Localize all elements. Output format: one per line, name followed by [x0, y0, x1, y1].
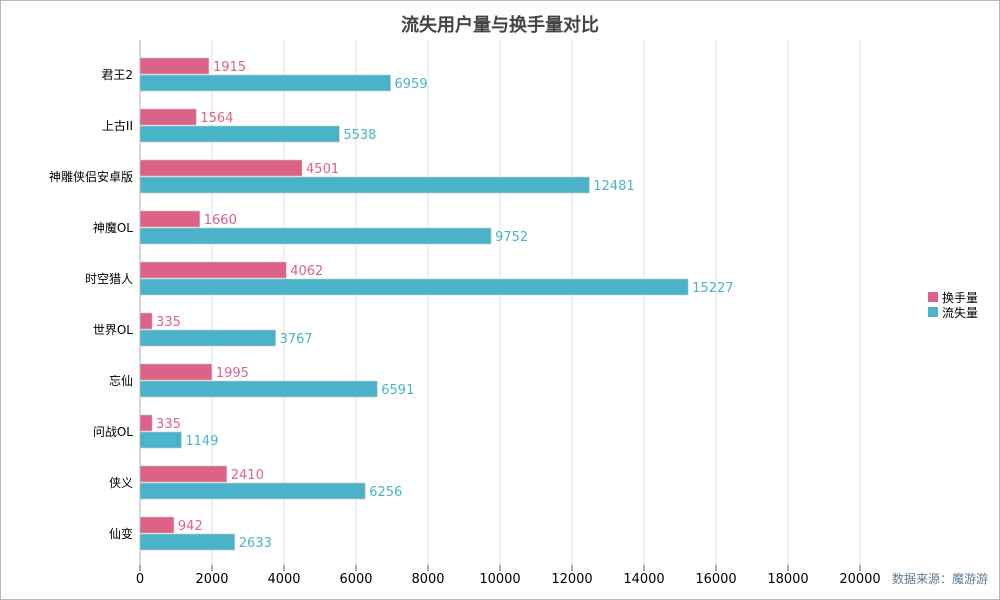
- bar-churn[interactable]: [139, 380, 378, 398]
- category-label: 问战OL: [93, 425, 133, 439]
- bar-churn[interactable]: [139, 533, 236, 551]
- category-label: 上古II: [102, 118, 133, 133]
- data-label: 1995: [216, 366, 249, 381]
- bar-turnover[interactable]: [139, 516, 175, 534]
- data-label: 942: [178, 519, 203, 534]
- bar-churn[interactable]: [139, 176, 590, 194]
- data-label: 1564: [200, 111, 233, 126]
- data-label: 6591: [381, 383, 414, 398]
- chart-title: 流失用户量与换手量对比: [401, 14, 599, 36]
- data-label: 12481: [593, 179, 634, 194]
- category-label: 忘仙: [109, 373, 133, 388]
- data-label: 6256: [369, 485, 402, 500]
- category-label: 侠义: [109, 476, 133, 490]
- x-tick-label: 6000: [339, 572, 372, 587]
- x-tick-label: 18000: [767, 572, 808, 587]
- data-label: 15227: [692, 281, 733, 296]
- legend-item[interactable]: 流失量: [942, 305, 978, 320]
- data-label: 335: [156, 417, 181, 432]
- x-tick-label: 0: [136, 572, 144, 587]
- category-label: 神魔OL: [93, 220, 133, 235]
- data-label: 9752: [495, 230, 528, 245]
- x-tick-label: 8000: [411, 572, 444, 587]
- bar-churn[interactable]: [139, 125, 340, 143]
- x-tick-label: 20000: [839, 572, 880, 587]
- x-tick-label: 10000: [479, 572, 520, 587]
- data-label: 4062: [290, 264, 323, 279]
- category-label: 时空猎人: [85, 272, 133, 286]
- legend-item[interactable]: 换手量: [942, 291, 978, 305]
- legend-swatch: [928, 307, 938, 317]
- data-label: 1149: [185, 434, 218, 449]
- bar-churn[interactable]: [139, 329, 276, 347]
- bar-churn[interactable]: [139, 278, 689, 296]
- bar-turnover[interactable]: [139, 159, 303, 177]
- data-label: 2410: [231, 468, 264, 483]
- bar-turnover[interactable]: [139, 465, 228, 483]
- x-tick-label: 14000: [623, 572, 664, 587]
- data-label: 1660: [204, 213, 237, 228]
- bar-turnover[interactable]: [139, 261, 287, 279]
- bar-turnover[interactable]: [139, 57, 210, 75]
- category-label: 君王2: [101, 68, 133, 82]
- bar-churn[interactable]: [139, 431, 182, 449]
- bar-churn[interactable]: [139, 227, 492, 245]
- data-label: 2633: [239, 536, 272, 551]
- bar-turnover[interactable]: [139, 312, 153, 330]
- bar-turnover[interactable]: [139, 210, 201, 228]
- category-label: 世界OL: [93, 323, 133, 337]
- bar-churn[interactable]: [139, 482, 366, 500]
- data-label: 4501: [306, 162, 339, 177]
- data-label: 5538: [343, 128, 376, 143]
- data-label: 6959: [395, 77, 428, 92]
- data-label: 335: [156, 315, 181, 330]
- legend-swatch: [928, 292, 938, 302]
- bar-churn[interactable]: [139, 74, 391, 92]
- category-label: 仙变: [109, 526, 133, 541]
- bar-turnover[interactable]: [139, 363, 213, 381]
- data-source: 数据来源：魔游游: [892, 571, 988, 586]
- x-tick-label: 12000: [551, 572, 592, 587]
- data-label: 3767: [280, 332, 313, 347]
- x-tick-label: 4000: [267, 572, 300, 587]
- x-tick-label: 16000: [695, 572, 736, 587]
- bar-turnover[interactable]: [139, 414, 153, 432]
- category-label: 神雕侠侣安卓版: [49, 169, 133, 184]
- bar-turnover[interactable]: [139, 108, 197, 126]
- data-label: 1915: [213, 60, 246, 75]
- x-tick-label: 2000: [195, 572, 228, 587]
